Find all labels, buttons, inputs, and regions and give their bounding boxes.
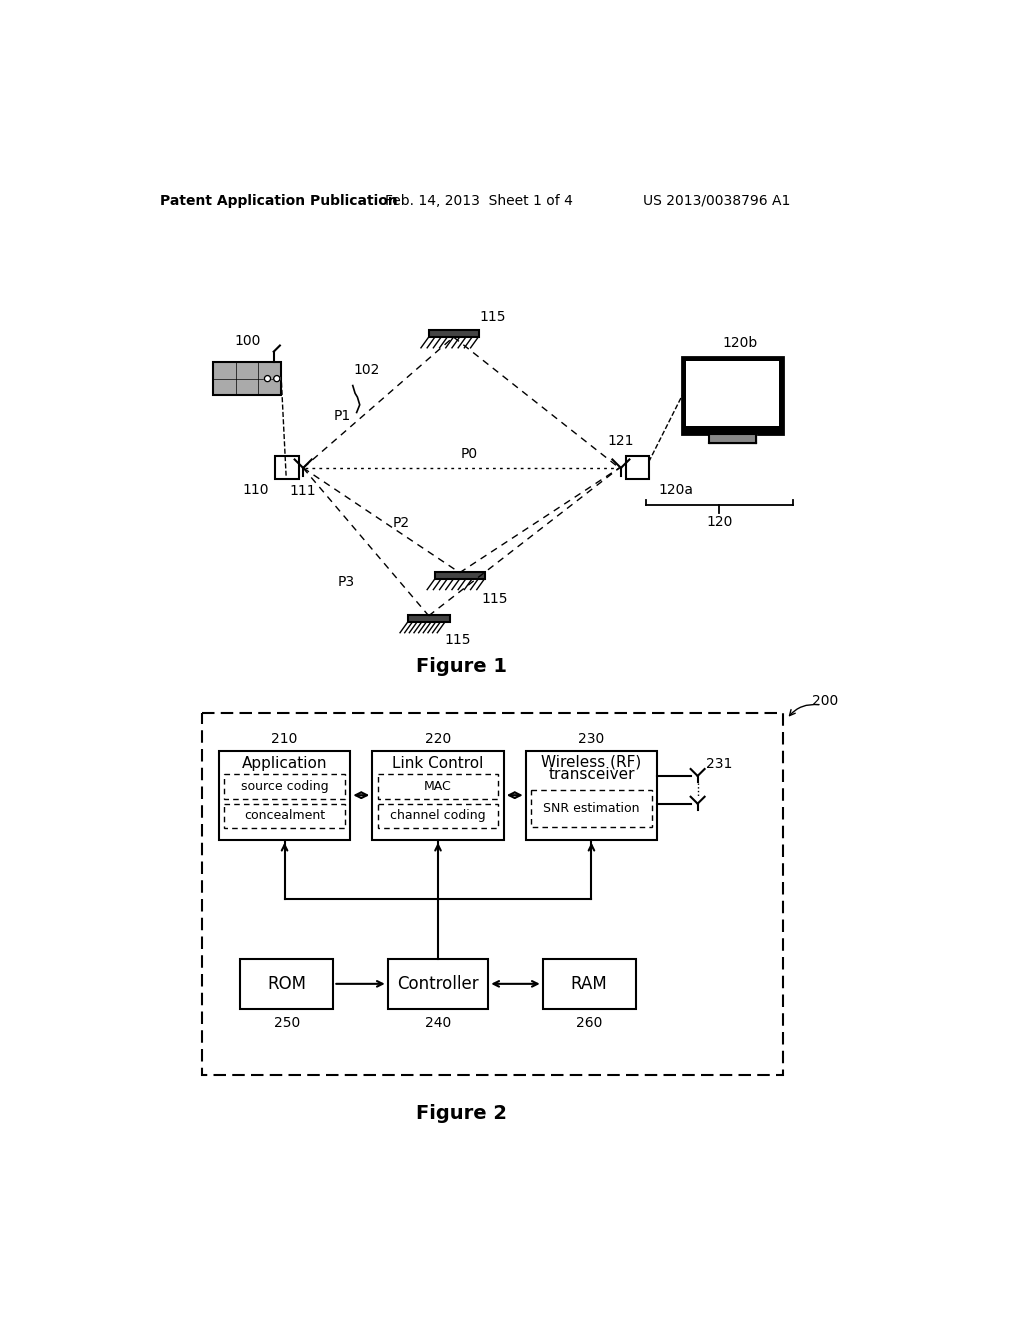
Text: P0: P0 [461, 447, 477, 461]
Text: SNR estimation: SNR estimation [543, 801, 640, 814]
Text: Figure 1: Figure 1 [416, 657, 507, 676]
FancyBboxPatch shape [686, 360, 779, 425]
Text: channel coding: channel coding [390, 809, 485, 822]
FancyBboxPatch shape [543, 960, 636, 1010]
FancyBboxPatch shape [224, 804, 345, 829]
Circle shape [273, 376, 280, 381]
Text: P2: P2 [392, 516, 410, 531]
Text: Link Control: Link Control [392, 756, 483, 771]
Text: 115: 115 [479, 310, 506, 323]
FancyBboxPatch shape [372, 751, 504, 840]
Text: 240: 240 [425, 1016, 452, 1030]
Text: 260: 260 [575, 1016, 602, 1030]
Text: ROM: ROM [267, 975, 306, 993]
FancyBboxPatch shape [429, 330, 479, 337]
Text: 250: 250 [273, 1016, 300, 1030]
FancyBboxPatch shape [388, 960, 488, 1010]
FancyBboxPatch shape [525, 751, 657, 840]
Text: US 2013/0038796 A1: US 2013/0038796 A1 [643, 194, 791, 207]
FancyBboxPatch shape [275, 457, 299, 479]
Text: MAC: MAC [424, 780, 452, 793]
Text: Patent Application Publication: Patent Application Publication [160, 194, 398, 207]
Text: 210: 210 [271, 733, 298, 746]
Text: 100: 100 [234, 334, 260, 348]
Text: 231: 231 [707, 756, 732, 771]
Text: 115: 115 [481, 591, 508, 606]
Text: 102: 102 [353, 363, 380, 378]
FancyBboxPatch shape [682, 358, 783, 434]
Text: 120: 120 [707, 515, 732, 529]
Text: transceiver: transceiver [548, 767, 635, 781]
Text: 121: 121 [607, 434, 634, 447]
Text: 200: 200 [812, 694, 839, 709]
Text: 115: 115 [444, 634, 471, 647]
FancyBboxPatch shape [408, 615, 451, 622]
Text: 220: 220 [425, 733, 452, 746]
Text: concealment: concealment [244, 809, 325, 822]
FancyBboxPatch shape [626, 457, 649, 479]
Text: 110: 110 [243, 483, 269, 496]
Text: Wireless (RF): Wireless (RF) [542, 755, 642, 770]
Text: RAM: RAM [570, 975, 607, 993]
Text: P3: P3 [338, 576, 355, 589]
Text: Application: Application [242, 756, 328, 771]
FancyBboxPatch shape [224, 775, 345, 799]
FancyBboxPatch shape [213, 363, 282, 395]
FancyBboxPatch shape [378, 775, 499, 799]
FancyBboxPatch shape [378, 804, 499, 829]
Circle shape [264, 376, 270, 381]
Text: 120a: 120a [658, 483, 693, 496]
FancyBboxPatch shape [241, 960, 334, 1010]
Text: Controller: Controller [397, 975, 479, 993]
Text: Feb. 14, 2013  Sheet 1 of 4: Feb. 14, 2013 Sheet 1 of 4 [385, 194, 573, 207]
Text: Figure 2: Figure 2 [416, 1104, 507, 1123]
Text: P1: P1 [334, 409, 351, 422]
FancyBboxPatch shape [531, 789, 652, 826]
FancyBboxPatch shape [202, 713, 783, 1074]
Text: source coding: source coding [241, 780, 329, 793]
Text: 120b: 120b [723, 337, 758, 350]
FancyBboxPatch shape [435, 572, 485, 578]
Text: 111: 111 [290, 484, 316, 498]
Text: 230: 230 [579, 733, 604, 746]
FancyBboxPatch shape [219, 751, 350, 840]
